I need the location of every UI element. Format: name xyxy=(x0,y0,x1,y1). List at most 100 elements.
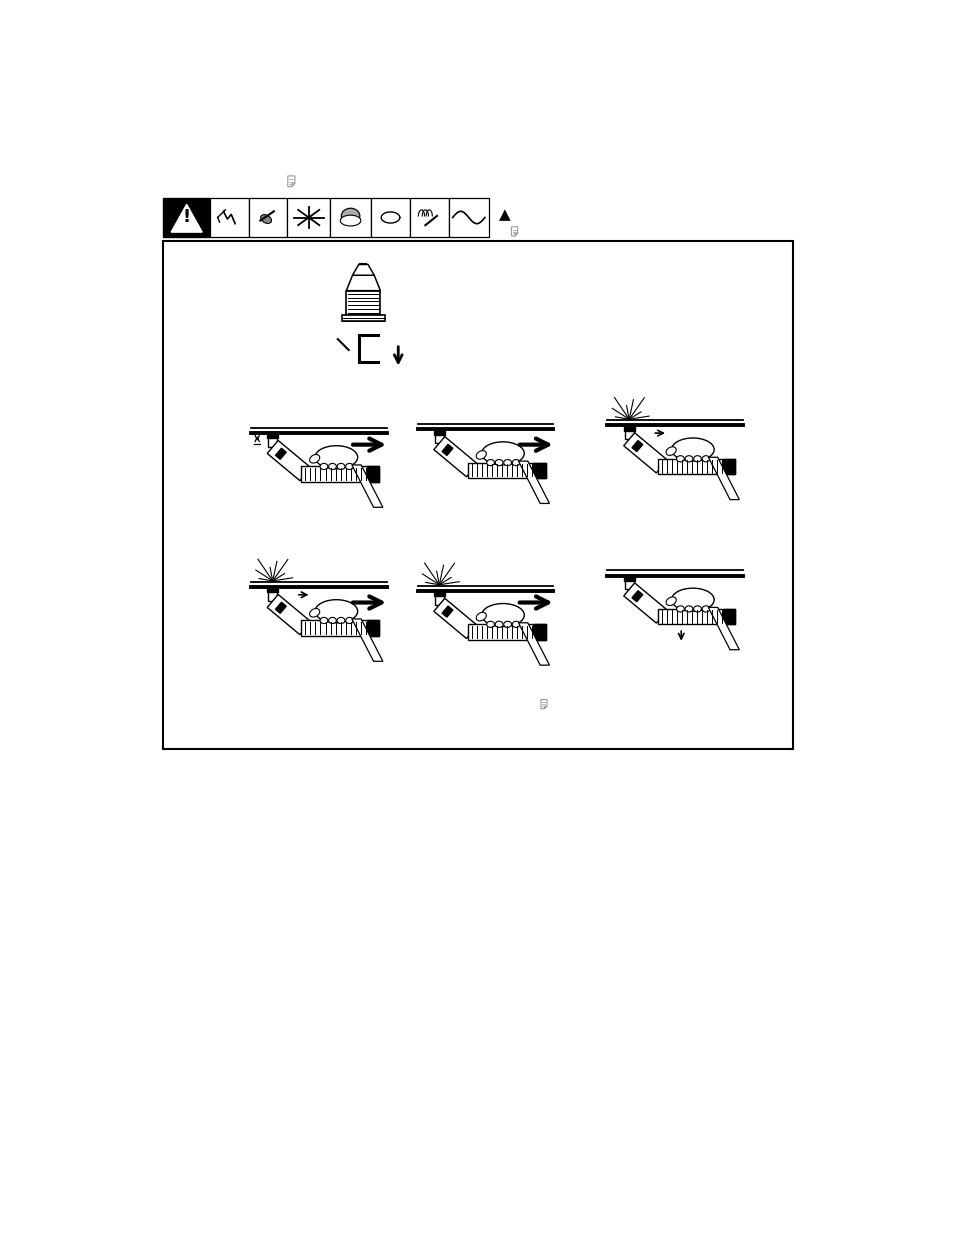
Ellipse shape xyxy=(701,456,709,462)
Ellipse shape xyxy=(684,606,692,613)
Ellipse shape xyxy=(701,606,709,613)
Ellipse shape xyxy=(320,463,328,469)
Polygon shape xyxy=(631,441,642,452)
Text: !: ! xyxy=(182,207,191,226)
Bar xyxy=(163,199,210,237)
Ellipse shape xyxy=(336,618,345,624)
Bar xyxy=(658,609,735,625)
Text: ▲: ▲ xyxy=(498,207,510,222)
Bar xyxy=(624,425,633,440)
Ellipse shape xyxy=(260,215,272,224)
Bar xyxy=(533,625,545,640)
Polygon shape xyxy=(708,608,739,650)
Ellipse shape xyxy=(341,209,359,224)
Bar xyxy=(410,199,448,237)
Polygon shape xyxy=(623,583,667,624)
Bar xyxy=(287,199,330,237)
Bar xyxy=(623,427,634,431)
Polygon shape xyxy=(352,464,382,508)
Ellipse shape xyxy=(309,454,319,463)
Ellipse shape xyxy=(693,606,700,613)
Ellipse shape xyxy=(512,621,519,627)
Polygon shape xyxy=(517,461,549,504)
Polygon shape xyxy=(434,598,476,638)
Bar xyxy=(366,467,378,482)
Ellipse shape xyxy=(671,588,714,611)
Ellipse shape xyxy=(503,459,511,466)
Polygon shape xyxy=(441,606,453,618)
Polygon shape xyxy=(517,622,549,666)
Ellipse shape xyxy=(665,597,676,605)
Bar xyxy=(533,463,545,478)
Bar xyxy=(468,463,545,478)
Polygon shape xyxy=(267,594,311,635)
Ellipse shape xyxy=(671,438,714,461)
Bar xyxy=(680,601,687,609)
Bar xyxy=(366,620,378,636)
Bar xyxy=(434,593,444,597)
Ellipse shape xyxy=(328,618,336,624)
Ellipse shape xyxy=(676,456,683,462)
Polygon shape xyxy=(515,233,517,236)
Polygon shape xyxy=(267,441,311,480)
Bar xyxy=(268,587,277,601)
Ellipse shape xyxy=(314,600,357,622)
Ellipse shape xyxy=(345,463,353,469)
Polygon shape xyxy=(171,205,202,232)
Bar xyxy=(722,458,735,474)
Ellipse shape xyxy=(340,215,360,226)
Bar xyxy=(448,199,488,237)
Ellipse shape xyxy=(314,446,357,469)
Bar xyxy=(301,467,378,482)
Ellipse shape xyxy=(336,463,345,469)
Polygon shape xyxy=(511,227,517,236)
Polygon shape xyxy=(275,448,286,459)
Ellipse shape xyxy=(495,459,502,466)
Polygon shape xyxy=(623,432,667,473)
Bar xyxy=(371,199,410,237)
Ellipse shape xyxy=(476,613,486,621)
Ellipse shape xyxy=(476,451,486,459)
Ellipse shape xyxy=(328,463,336,469)
Bar xyxy=(435,430,443,443)
Polygon shape xyxy=(275,603,286,614)
Ellipse shape xyxy=(320,618,328,624)
Ellipse shape xyxy=(665,447,676,456)
Ellipse shape xyxy=(345,618,353,624)
Bar xyxy=(324,613,331,620)
Bar xyxy=(267,435,278,438)
Polygon shape xyxy=(441,445,453,456)
Bar xyxy=(624,576,633,589)
Bar xyxy=(435,592,443,605)
Polygon shape xyxy=(353,264,374,275)
Ellipse shape xyxy=(486,621,494,627)
Ellipse shape xyxy=(503,621,511,627)
Bar xyxy=(330,199,371,237)
Bar xyxy=(210,199,249,237)
Bar xyxy=(301,620,378,636)
Bar xyxy=(491,454,497,463)
Polygon shape xyxy=(540,699,546,709)
Bar xyxy=(491,616,497,625)
Polygon shape xyxy=(434,437,476,477)
Bar xyxy=(658,458,735,474)
Bar xyxy=(434,431,444,435)
Polygon shape xyxy=(352,619,382,661)
Ellipse shape xyxy=(693,456,700,462)
Ellipse shape xyxy=(481,604,524,626)
Ellipse shape xyxy=(309,609,319,618)
Ellipse shape xyxy=(486,459,494,466)
Polygon shape xyxy=(708,457,739,500)
Ellipse shape xyxy=(481,442,524,464)
Bar xyxy=(249,199,287,237)
Bar xyxy=(267,589,278,593)
Ellipse shape xyxy=(684,456,692,462)
Polygon shape xyxy=(292,184,294,186)
Polygon shape xyxy=(544,706,546,709)
Bar xyxy=(722,609,735,625)
Ellipse shape xyxy=(676,606,683,613)
Bar xyxy=(341,315,385,321)
Ellipse shape xyxy=(512,459,519,466)
Bar xyxy=(468,625,545,640)
Polygon shape xyxy=(288,175,294,186)
